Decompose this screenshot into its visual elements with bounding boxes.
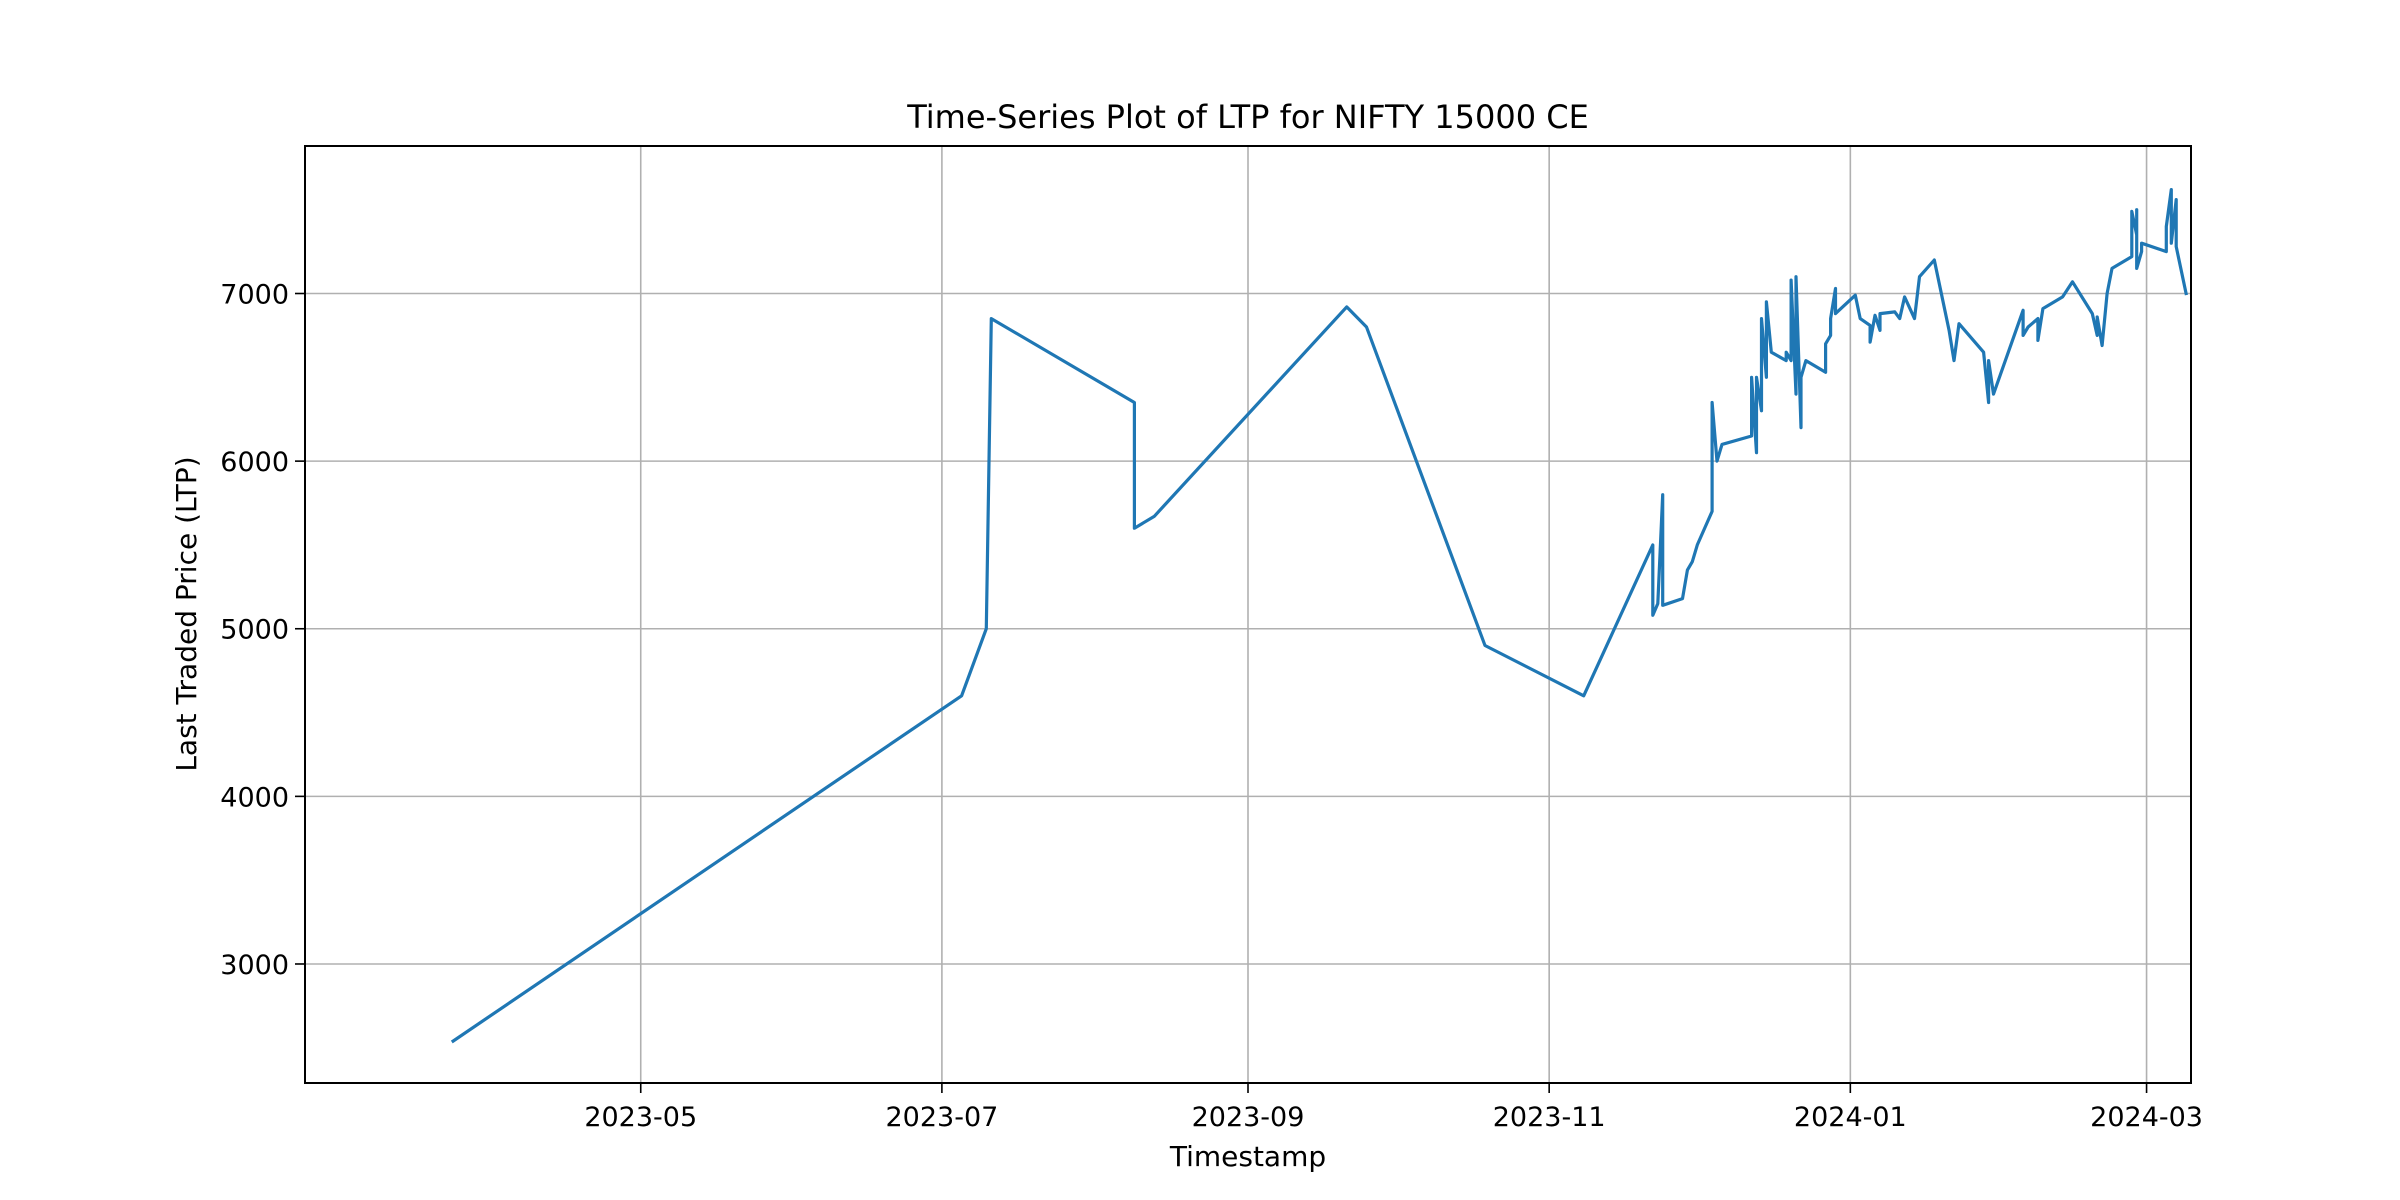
y-tick-label: 4000 — [220, 782, 289, 813]
x-tick-label: 2024-03 — [2090, 1102, 2203, 1133]
chart-title: Time-Series Plot of LTP for NIFTY 15000 … — [906, 98, 1589, 136]
x-axis-label: Timestamp — [1169, 1140, 1326, 1173]
x-tick-label: 2023-07 — [885, 1102, 998, 1133]
x-axis: 2023-05 2023-07 2023-09 2023-11 2024-01 2024-… — [584, 1083, 2203, 1133]
y-tick-label: 3000 — [220, 950, 289, 981]
y-tick-label: 5000 — [220, 615, 289, 646]
series-line — [450, 188, 2188, 1044]
y-axis-label: Last Traded Price (LTP) — [170, 456, 203, 771]
x-tick-label: 2024-01 — [1794, 1102, 1907, 1133]
y-axis: 3000 4000 5000 6000 7000 — [220, 280, 305, 981]
x-tick-label: 2023-11 — [1493, 1102, 1606, 1133]
y-tick-label: 7000 — [220, 280, 289, 311]
series-group — [450, 188, 2188, 1044]
x-tick-label: 2023-05 — [584, 1102, 697, 1133]
y-tick-label: 6000 — [220, 447, 289, 478]
x-tick-label: 2023-09 — [1192, 1102, 1305, 1133]
grid-lines — [305, 146, 2191, 1083]
